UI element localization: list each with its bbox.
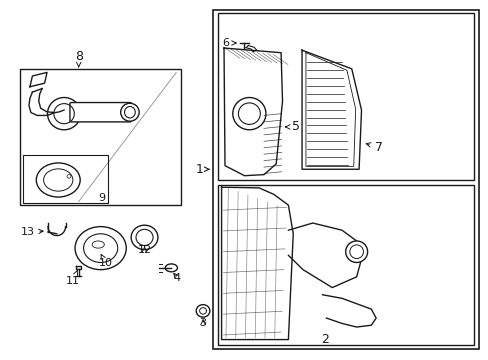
Ellipse shape <box>121 103 139 121</box>
Polygon shape <box>288 223 361 288</box>
Text: 7: 7 <box>366 140 382 153</box>
Text: 11: 11 <box>66 270 80 286</box>
Text: 9: 9 <box>98 193 105 203</box>
Text: 13: 13 <box>20 227 43 237</box>
Ellipse shape <box>92 241 104 248</box>
Bar <box>217 185 473 345</box>
Bar <box>212 10 478 348</box>
Text: 3: 3 <box>199 319 206 328</box>
Ellipse shape <box>36 163 80 197</box>
Text: 6: 6 <box>222 38 236 48</box>
Text: 4: 4 <box>173 273 181 283</box>
Ellipse shape <box>345 241 367 262</box>
Text: 8: 8 <box>75 50 82 67</box>
Polygon shape <box>221 187 293 339</box>
Text: 1: 1 <box>195 163 209 176</box>
FancyBboxPatch shape <box>70 103 131 122</box>
Ellipse shape <box>75 226 126 270</box>
Ellipse shape <box>47 98 81 130</box>
Text: 5: 5 <box>285 121 299 134</box>
Ellipse shape <box>131 225 158 249</box>
Bar <box>217 13 473 180</box>
Polygon shape <box>224 48 282 176</box>
Ellipse shape <box>165 264 177 272</box>
Text: 2: 2 <box>320 333 328 346</box>
Bar <box>22 155 108 203</box>
Text: 10: 10 <box>98 255 112 268</box>
Text: 12: 12 <box>137 245 151 255</box>
Ellipse shape <box>196 305 209 317</box>
Bar <box>20 69 181 205</box>
Polygon shape <box>322 295 375 327</box>
Polygon shape <box>302 50 361 169</box>
Ellipse shape <box>232 98 265 130</box>
